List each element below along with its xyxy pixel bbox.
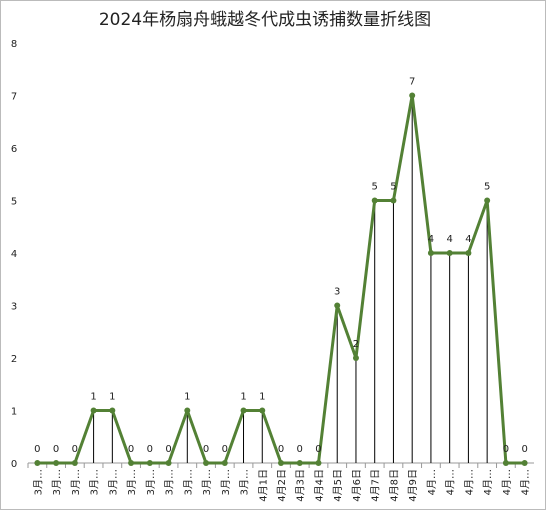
x-tick-label: 3月…	[182, 469, 194, 495]
point	[465, 250, 472, 256]
point	[484, 197, 491, 204]
y-tick-label: 0	[11, 459, 17, 470]
y-tick-label: 7	[11, 92, 17, 103]
data-label: 0	[147, 444, 153, 455]
point	[278, 460, 284, 466]
point	[165, 460, 172, 466]
y-tick-label: 5	[11, 197, 17, 208]
x-tick-label: 4月6日	[351, 469, 363, 502]
x-tick-label: 4月…	[520, 469, 532, 495]
point	[390, 197, 397, 204]
y-tick-label: 4	[11, 249, 17, 260]
x-tick-label: 3月…	[220, 469, 232, 495]
y-tick-label: 3	[11, 302, 17, 313]
x-tick-label: 3月…	[126, 469, 138, 495]
x-tick-label: 4月…	[463, 469, 475, 495]
data-label: 0	[521, 444, 527, 455]
x-tick-label: 4月3日	[295, 469, 307, 502]
data-label: 5	[372, 182, 378, 193]
data-label: 0	[203, 444, 209, 455]
data-label: 4	[465, 234, 471, 245]
point	[203, 460, 210, 466]
x-tick-label: 4月…	[482, 469, 494, 495]
data-label: 5	[390, 182, 396, 193]
y-tick-label: 6	[11, 144, 17, 155]
point	[71, 460, 78, 466]
data-label: 1	[109, 392, 115, 403]
y-tick-label: 8	[11, 39, 17, 50]
data-label: 0	[503, 444, 509, 455]
x-tick-label: 4月8日	[388, 469, 400, 502]
data-label: 0	[165, 444, 171, 455]
x-tick-label: 4月7日	[370, 469, 382, 502]
x-tick-label: 3月…	[164, 469, 176, 495]
data-label: 0	[34, 444, 40, 455]
point	[240, 407, 247, 414]
data-label: 1	[259, 392, 265, 403]
point	[296, 460, 303, 466]
data-label: 7	[409, 77, 415, 88]
x-tick-label: 3月…	[239, 469, 251, 495]
x-tick-label: 4月9日	[407, 469, 419, 502]
point	[371, 197, 378, 204]
point	[334, 302, 341, 309]
x-tick-label: 3月…	[70, 469, 82, 495]
point	[184, 407, 191, 414]
point	[315, 460, 322, 466]
point	[521, 460, 528, 466]
point	[427, 250, 434, 256]
data-label: 1	[184, 392, 190, 403]
data-label: 0	[315, 444, 321, 455]
data-label: 3	[334, 287, 340, 298]
x-tick-label: 4月1日	[257, 469, 269, 502]
x-tick-label: 3月…	[107, 469, 119, 495]
point	[53, 460, 60, 466]
x-tick-label: 4月…	[445, 469, 457, 495]
x-tick-label: 4月…	[501, 469, 513, 495]
data-label: 0	[128, 444, 134, 455]
data-label: 0	[53, 444, 59, 455]
point	[221, 460, 228, 466]
point	[502, 460, 509, 466]
point	[128, 460, 135, 466]
point	[259, 407, 266, 414]
y-tick-label: 1	[11, 407, 17, 418]
data-label: 0	[278, 444, 284, 455]
x-tick-label: 3月…	[51, 469, 63, 495]
data-label: 4	[428, 234, 434, 245]
point	[34, 460, 41, 466]
x-tick-label: 3月…	[89, 469, 101, 495]
point	[146, 460, 153, 466]
y-tick-label: 2	[11, 354, 17, 365]
data-label: 0	[222, 444, 228, 455]
x-tick-label: 3月…	[145, 469, 157, 495]
data-label: 1	[240, 392, 246, 403]
point	[409, 92, 416, 99]
x-tick-label: 4月…	[426, 469, 438, 495]
point	[90, 407, 97, 414]
point	[109, 407, 116, 414]
data-label: 4	[446, 234, 452, 245]
data-label: 2	[353, 339, 359, 350]
point	[352, 355, 359, 361]
data-label: 5	[484, 182, 490, 193]
x-tick-label: 4月4日	[313, 469, 325, 502]
data-label: 0	[297, 444, 303, 455]
point	[446, 250, 453, 256]
x-tick-label: 4月2日	[276, 469, 288, 502]
data-label: 0	[72, 444, 78, 455]
data-label: 1	[90, 392, 96, 403]
x-tick-label: 4月5日	[332, 469, 344, 502]
x-tick-label: 3月…	[201, 469, 213, 495]
chart-title: 2024年杨扇舟蛾越冬代成虫诱捕数量折线图	[99, 10, 431, 30]
x-tick-label: 3月…	[32, 469, 44, 495]
